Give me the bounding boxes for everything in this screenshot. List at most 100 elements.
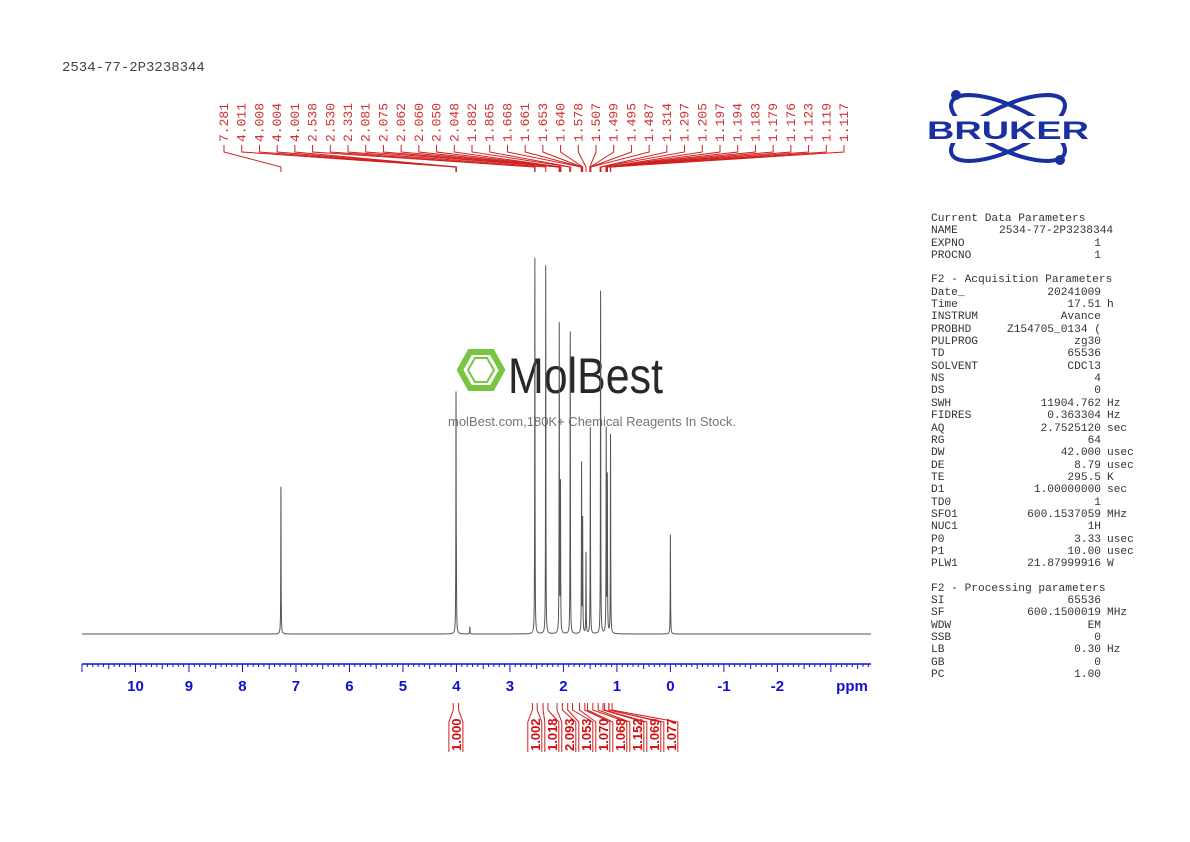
peak-label: 1.495 xyxy=(624,103,639,142)
peak-label: 2.050 xyxy=(430,103,445,142)
parameter-section-heading: F2 - Acquisition Parameters xyxy=(931,274,1113,287)
parameter-value: 600.1500019 xyxy=(1027,607,1101,620)
parameter-value: 20241009 xyxy=(1047,286,1101,299)
peak-labels: 7.281 4.011 4.008 4.004 4.001 2.538 2.530 2.331… xyxy=(217,103,852,172)
peak-label: 1.499 xyxy=(607,103,622,142)
x-tick-label: 10 xyxy=(127,678,144,695)
integral-bracket xyxy=(527,703,533,752)
parameter-name: SOLVENT xyxy=(931,360,978,373)
peak-label-connector xyxy=(610,145,845,172)
parameter-name: Time xyxy=(931,299,958,312)
parameter-value: 1.00 xyxy=(1074,669,1101,682)
integral-value: 1.152 xyxy=(630,718,645,751)
parameter-name: FIDRES xyxy=(931,410,972,423)
parameter-row: TD0 1 xyxy=(931,497,1134,509)
x-tick-label: -1 xyxy=(717,678,730,695)
parameter-name: PULPROG xyxy=(931,336,978,349)
parameter-unit xyxy=(1101,620,1107,632)
parameter-name: SF xyxy=(931,607,945,620)
parameter-unit: K xyxy=(1107,471,1114,484)
parameter-row: NAME 2534-77-2P3238344 xyxy=(931,225,1134,237)
peak-label: 1.197 xyxy=(713,103,728,142)
parameter-value: 0.30 xyxy=(1074,644,1101,657)
integral-bracket xyxy=(602,703,645,752)
integral-value: 1.002 xyxy=(528,718,543,751)
parameter-section-heading: Current Data Parameters xyxy=(931,213,1086,225)
parameter-name: TE xyxy=(931,471,945,484)
peak-label-connector xyxy=(471,145,571,172)
molbest-brand: MolBest xyxy=(508,348,663,404)
parameter-name: INSTRUM xyxy=(931,311,978,324)
molbest-hexagon-inner-icon xyxy=(466,357,496,383)
peak-label-connector xyxy=(347,145,547,172)
parameter-row: WDW EM xyxy=(931,620,1134,632)
parameter-row: SOLVENT CDCl3 xyxy=(931,361,1134,373)
parameter-row: SF 600.1500019 MHz xyxy=(931,607,1134,619)
parameter-row: TD 65536 xyxy=(931,348,1134,360)
parameter-value: 1 xyxy=(1094,237,1101,250)
parameter-value: zg30 xyxy=(1074,336,1101,349)
parameter-value: 21.87999916 xyxy=(1027,558,1101,571)
integral-bracket xyxy=(608,703,665,752)
parameter-value: 8.79 xyxy=(1074,459,1101,472)
parameter-unit xyxy=(1101,669,1107,681)
parameter-unit: MHz xyxy=(1107,607,1128,620)
parameter-row: PC 1.00 xyxy=(931,669,1134,681)
peak-label: 1.119 xyxy=(819,103,834,142)
parameter-name: P1 xyxy=(931,545,945,558)
parameter-unit xyxy=(1101,385,1107,397)
peak-label-connector xyxy=(524,145,583,172)
parameter-value: 17.51 xyxy=(1067,299,1101,312)
parameter-unit xyxy=(1101,657,1107,669)
peak-label-connector xyxy=(560,145,584,172)
peak-label: 1.640 xyxy=(554,103,569,142)
parameter-name: SSB xyxy=(931,632,952,644)
x-tick-label: 4 xyxy=(452,678,461,695)
peak-label: 1.668 xyxy=(500,103,515,142)
integral-value: 1.018 xyxy=(545,718,560,751)
parameter-value: 2.7525120 xyxy=(1040,422,1101,435)
spectrum-trace xyxy=(82,257,871,635)
peak-label-connector xyxy=(577,145,587,172)
parameter-unit xyxy=(1101,361,1107,373)
parameter-row: NUC1 1H xyxy=(931,521,1134,533)
integral-bracket xyxy=(611,703,679,752)
peak-label-connector xyxy=(607,145,792,172)
integral-value: 1.000 xyxy=(449,718,464,751)
integral-bracket xyxy=(597,703,631,752)
peak-label-connector xyxy=(542,145,583,172)
peak-label-connector xyxy=(453,145,562,172)
peak-label-connector xyxy=(294,145,457,172)
bruker-logo: BRUKER xyxy=(924,90,1092,165)
integral-value: 2.093 xyxy=(562,718,577,751)
parameter-name: SWH xyxy=(931,397,952,410)
peak-label: 1.297 xyxy=(678,103,693,142)
parameter-name: DS xyxy=(931,385,945,398)
parameter-name: DW xyxy=(931,447,945,460)
integral-bracket xyxy=(561,703,577,752)
bruker-orbit-icon xyxy=(949,93,1067,163)
parameter-name: Date_ xyxy=(931,286,965,299)
parameter-value: 0.363304 xyxy=(1047,410,1101,423)
integral-bracket xyxy=(586,703,614,752)
peak-label: 2.062 xyxy=(394,103,409,142)
parameter-row: LB 0.30 Hz xyxy=(931,644,1134,656)
peak-label-connector xyxy=(418,145,561,172)
parameter-name: LB xyxy=(931,644,945,657)
peak-label: 2.331 xyxy=(341,103,356,142)
parameter-row: INSTRUM Avance xyxy=(931,311,1134,323)
peak-label: 2.081 xyxy=(359,103,374,142)
parameter-row: PULPROG zg30 xyxy=(931,336,1134,348)
parameter-unit xyxy=(1101,311,1107,323)
parameter-name: P0 xyxy=(931,533,945,546)
parameter-unit xyxy=(1101,521,1107,533)
parameter-row: FIDRES 0.363304 Hz xyxy=(931,410,1134,422)
parameter-name: DE xyxy=(931,459,945,472)
parameter-section-heading: F2 - Processing parameters xyxy=(931,582,1106,595)
parameter-unit: sec xyxy=(1107,484,1128,497)
integral-bracket xyxy=(604,703,648,752)
x-axis-label: ppm xyxy=(836,678,868,695)
peak-label: 2.060 xyxy=(412,103,427,142)
parameter-name: TD xyxy=(931,348,945,361)
